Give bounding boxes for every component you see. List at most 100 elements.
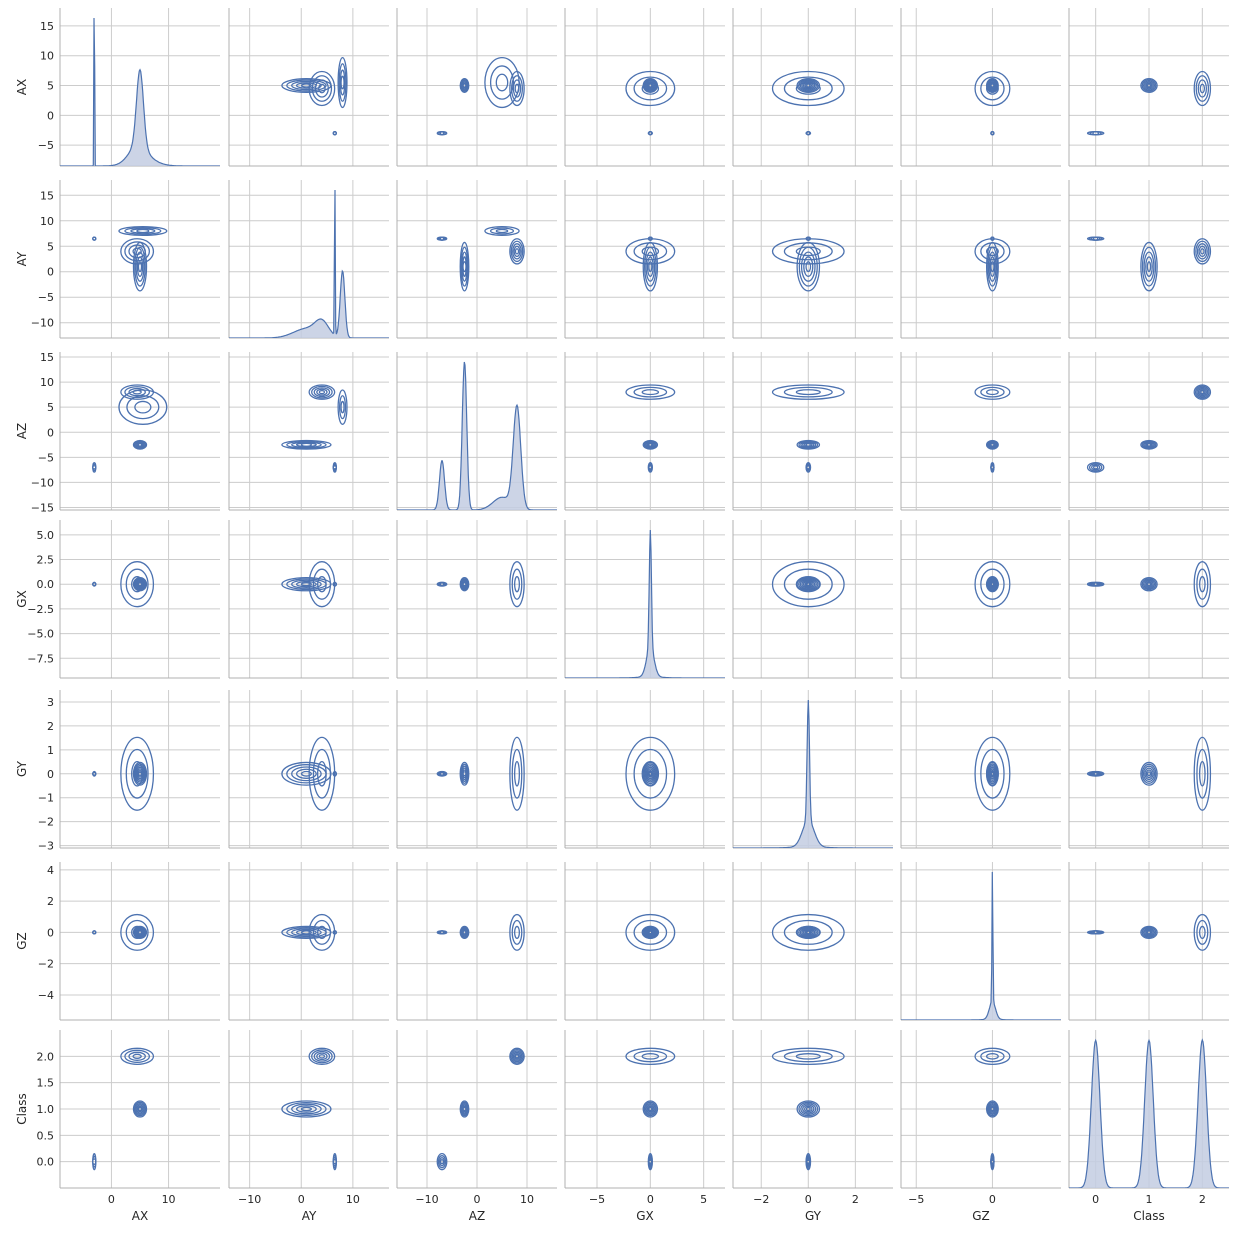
contour-line — [1198, 761, 1206, 787]
x-tick-label: 2 — [852, 1193, 859, 1206]
contour-line — [646, 441, 655, 448]
panel-marks — [771, 70, 845, 136]
contour-line — [459, 925, 470, 939]
kde-curve-gx — [565, 529, 725, 678]
kde-curve-class — [1069, 1038, 1229, 1188]
contour-line — [646, 768, 655, 780]
contour-line — [1199, 83, 1206, 94]
panel-marks — [92, 384, 168, 473]
contour-line — [308, 561, 336, 608]
contour-line — [134, 927, 146, 938]
contour-line — [646, 929, 655, 936]
contour-line — [484, 225, 520, 236]
contour-line — [643, 926, 658, 939]
contour-line — [281, 439, 332, 450]
contour-line — [511, 568, 523, 600]
contour-line — [802, 929, 814, 936]
contour-line — [802, 580, 814, 588]
x-tick-label: 10 — [520, 1193, 534, 1206]
contour-line — [460, 1103, 468, 1115]
contour-line — [132, 925, 148, 939]
contour-line — [510, 240, 524, 263]
y-tick-label: −5.0 — [27, 628, 54, 641]
panel-marks — [281, 1047, 337, 1171]
contour-line — [647, 930, 654, 935]
kde-fill-ay — [229, 190, 389, 338]
contour-line — [136, 228, 150, 234]
y-tick-label: −7.5 — [27, 652, 54, 665]
contour-line — [1086, 131, 1105, 136]
contour-line — [988, 80, 997, 91]
panel-ax-vs-class — [1068, 8, 1229, 167]
contour-line — [644, 441, 656, 449]
panel-marks — [1086, 384, 1212, 473]
contour-line — [641, 925, 660, 939]
contour-line — [1193, 561, 1212, 608]
contour-line — [489, 65, 515, 100]
contour-line — [988, 1104, 996, 1114]
panel-ay-vs-gy — [732, 180, 893, 339]
contour-line — [118, 389, 168, 425]
contour-line — [134, 578, 146, 590]
contour-line — [989, 768, 996, 780]
contour-line — [134, 765, 146, 783]
x-tick-label: −10 — [415, 1193, 438, 1206]
y-tick-label: 5 — [47, 80, 54, 93]
panel-gz-vs-gx — [564, 862, 725, 1021]
contour-line — [1146, 83, 1152, 88]
panel-marks — [281, 913, 337, 951]
y-tick-label: 10 — [40, 215, 54, 228]
panel-ay-vs-az — [396, 180, 557, 339]
contour-line — [1086, 236, 1105, 241]
contour-line — [980, 1050, 1005, 1063]
y-tick-label: −10 — [31, 317, 54, 330]
contour-line — [1142, 441, 1156, 449]
panel-marks — [625, 736, 676, 811]
panel-marks — [281, 561, 337, 608]
contour-line — [92, 581, 97, 587]
contour-line — [990, 1153, 995, 1171]
panel-marks — [436, 225, 525, 292]
contour-line — [1141, 79, 1157, 92]
contour-line — [990, 82, 995, 89]
contour-line — [460, 1101, 469, 1117]
contour-line — [291, 579, 322, 589]
x-axis-label-gz: GZ — [972, 1209, 990, 1223]
contour-line — [313, 387, 331, 398]
panel-gz-vs-az — [396, 862, 557, 1021]
kde-fill-az — [397, 362, 557, 510]
panel-gz-vs-gy — [732, 862, 893, 1021]
y-tick-label: −10 — [31, 476, 54, 489]
contour-line — [974, 384, 1011, 400]
panel-az-vs-gx — [564, 352, 725, 511]
contour-line — [1196, 243, 1208, 260]
panel-az-vs-gy — [732, 352, 893, 511]
y-axis-label-az: AZ — [15, 423, 29, 439]
y-tick-label: 15 — [40, 189, 54, 202]
panel-class-vs-az — [396, 1030, 557, 1189]
contour-line — [783, 76, 833, 101]
y-tick-label: −5 — [38, 139, 54, 152]
panel-marks — [281, 384, 348, 473]
contour-line — [1198, 576, 1206, 593]
y-tick-label: 0 — [47, 109, 54, 122]
x-tick-label: −2 — [753, 1193, 769, 1206]
contour-line — [92, 930, 97, 935]
y-axis-label-gz: GZ — [15, 932, 29, 950]
contour-line — [300, 582, 312, 587]
contour-line — [646, 256, 654, 277]
panel-class-vs-gz — [900, 1030, 1061, 1189]
contour-line — [436, 236, 448, 241]
x-tick-label: 0 — [1092, 1193, 1099, 1206]
contour-line — [800, 251, 816, 282]
contour-line — [805, 1153, 812, 1171]
kde-curve-ax — [60, 17, 220, 166]
contour-line — [317, 576, 327, 593]
contour-line — [987, 441, 997, 449]
panel-marks — [1086, 913, 1212, 951]
contour-line — [461, 1104, 468, 1114]
contour-line — [511, 1050, 523, 1063]
contour-line — [801, 928, 816, 937]
contour-line — [985, 389, 999, 396]
contour-line — [509, 913, 525, 951]
